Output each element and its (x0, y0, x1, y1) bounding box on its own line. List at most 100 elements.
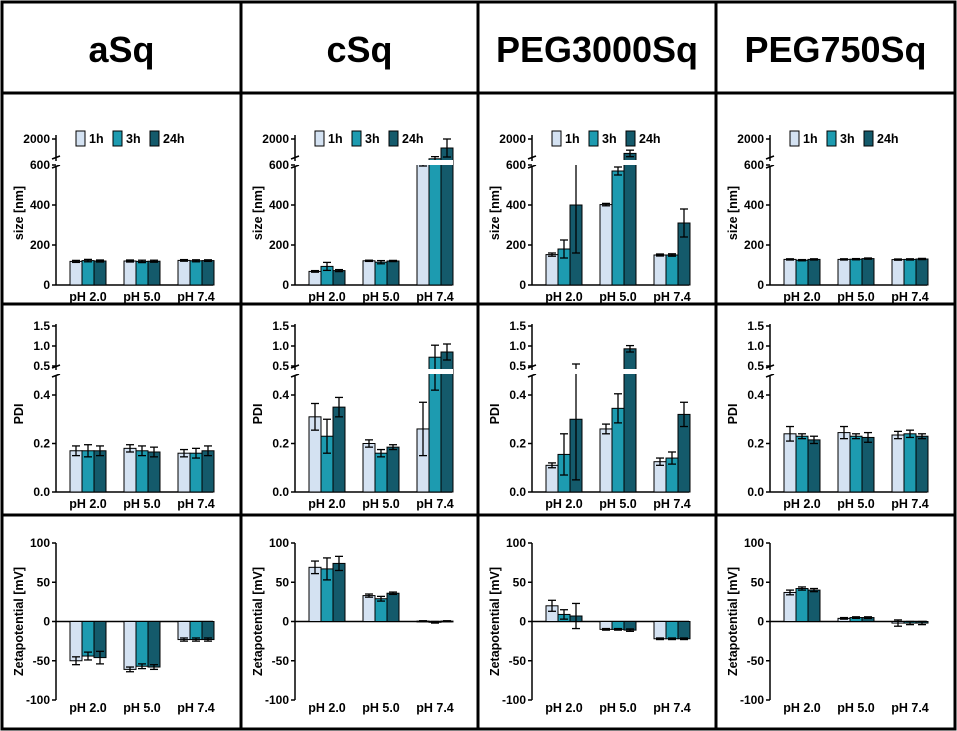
y-tick-label: 0 (282, 278, 289, 292)
y-tick-label: 0.5 (272, 359, 289, 373)
axis-break (765, 155, 775, 169)
header-csq: cSq (326, 29, 392, 70)
panel-zeta-asq: -100 -50 0 50 100 Zetapotential [mV] pH 2.0 pH … (12, 536, 215, 715)
bar-1h-ph74 (177, 452, 191, 493)
y-axis-label: PDI (488, 404, 502, 425)
y-tick-label: 0.2 (33, 437, 50, 451)
y-tick-label: 2000 (23, 132, 50, 146)
category-label: pH 2.0 (308, 701, 346, 715)
y-tick-label: 0.4 (509, 388, 526, 402)
y-tick-label: -100 (502, 693, 526, 707)
category-label: pH 7.4 (653, 497, 691, 511)
y-tick-label: 400 (744, 198, 764, 212)
legend-label-24h: 24h (639, 132, 661, 146)
axis-break-gap (57, 160, 214, 165)
bar-1h-ph50 (362, 260, 376, 286)
axis-break-gap (57, 369, 214, 374)
bar-3h-ph50 (135, 260, 149, 286)
y-axis-label: Zetapotential [mV] (726, 567, 740, 676)
category-label: pH 7.4 (653, 290, 691, 304)
y-tick-label: 0.5 (509, 359, 526, 373)
y-axis-label: PDI (12, 404, 26, 425)
column-headers: aSq cSq PEG3000Sq PEG750Sq (88, 29, 926, 70)
axis-break (527, 155, 537, 169)
bar-3h-ph20 (795, 588, 809, 623)
legend-swatch-3h (588, 130, 599, 147)
y-tick-label: 200 (744, 238, 764, 252)
bar-24h-ph74 (201, 621, 215, 641)
bar-24h-ph74 (440, 147, 454, 286)
bar-3h-ph74 (903, 258, 917, 286)
y-axis-label: size [nm] (12, 186, 26, 240)
y-tick-label: -50 (747, 654, 765, 668)
y-tick-label: -50 (272, 654, 290, 668)
bar-24h-ph74 (201, 450, 215, 493)
bar-24h-ph74 (915, 258, 929, 286)
bar-24h-ph20 (332, 270, 346, 286)
bar-3h-ph50 (135, 621, 149, 667)
category-label: pH 2.0 (69, 290, 107, 304)
bar-3h-ph50 (374, 598, 388, 622)
y-axis-label: size [nm] (488, 186, 502, 240)
bar-24h-ph74 (201, 260, 215, 286)
bar-24h-ph20 (332, 562, 346, 622)
category-label: pH 5.0 (123, 701, 161, 715)
y-tick-label: 600 (30, 158, 50, 172)
bar-24h-ph74 (915, 435, 929, 493)
y-axis-label: Zetapotential [mV] (12, 567, 26, 676)
bar-1h-ph20 (69, 260, 83, 286)
bar-24h-ph20 (93, 260, 107, 286)
y-tick-label: 2000 (262, 132, 289, 146)
bar-1h-ph20 (783, 591, 797, 623)
panel-zeta-csq: -100 -50 0 50 100 Zetapotential [mV] pH 2.0 pH … (251, 536, 454, 715)
category-label: pH 5.0 (599, 497, 637, 511)
legend-label-24h: 24h (163, 132, 185, 146)
y-tick-label: 200 (269, 238, 289, 252)
bar-24h-ph50 (386, 592, 400, 622)
bar-1h-ph20 (69, 450, 83, 493)
legend-label-1h: 1h (89, 132, 104, 146)
legend: 1h 3h 24h (314, 130, 424, 147)
bar-3h-ph50 (849, 258, 863, 286)
y-tick-label: 0 (519, 615, 526, 629)
legend-swatch-24h (388, 130, 399, 147)
bar-24h-ph50 (147, 621, 161, 668)
y-tick-label: 100 (30, 536, 50, 550)
category-label: pH 2.0 (69, 497, 107, 511)
y-tick-label: 0.2 (272, 437, 289, 451)
category-label: pH 7.4 (891, 497, 929, 511)
bar-1h-ph50 (123, 260, 137, 286)
bar-1h-ph20 (545, 254, 559, 286)
y-tick-label: 600 (506, 158, 526, 172)
y-tick-label: 2000 (499, 132, 526, 146)
bar-24h-ph20 (332, 406, 346, 493)
y-tick-label: -100 (265, 693, 289, 707)
category-label: pH 2.0 (69, 701, 107, 715)
y-tick-label: 1.0 (33, 339, 50, 353)
y-tick-label: 0.2 (509, 437, 526, 451)
bar-1h-ph74 (653, 254, 667, 286)
bar-24h-ph20 (807, 589, 821, 622)
y-tick-label: 0.0 (509, 485, 526, 499)
category-label: pH 7.4 (177, 290, 215, 304)
bar-3h-ph50 (374, 452, 388, 493)
panel-pdi-asq: 0.0 0.2 0.4 0.5 1.0 1.5 PDI pH 2.0 pH 5.0 pH 7.4 (12, 319, 215, 511)
bar-24h-ph50 (147, 260, 161, 286)
bar-3h-ph20 (81, 260, 95, 286)
category-label: pH 2.0 (308, 290, 346, 304)
legend-label-24h: 24h (877, 132, 899, 146)
bar-24h-ph20 (807, 439, 821, 493)
bar-3h-ph20 (81, 621, 95, 657)
y-tick-label: 0.0 (272, 485, 289, 499)
bar-1h-ph20 (545, 464, 559, 493)
y-tick-label: -50 (33, 654, 51, 668)
bar-1h-ph50 (837, 432, 851, 493)
bar-3h-ph50 (611, 170, 625, 286)
bar-3h-ph20 (795, 259, 809, 286)
category-label: pH 2.0 (783, 701, 821, 715)
category-label: pH 5.0 (837, 497, 875, 511)
legend-swatch-3h (826, 130, 837, 147)
category-label: pH 7.4 (891, 701, 929, 715)
